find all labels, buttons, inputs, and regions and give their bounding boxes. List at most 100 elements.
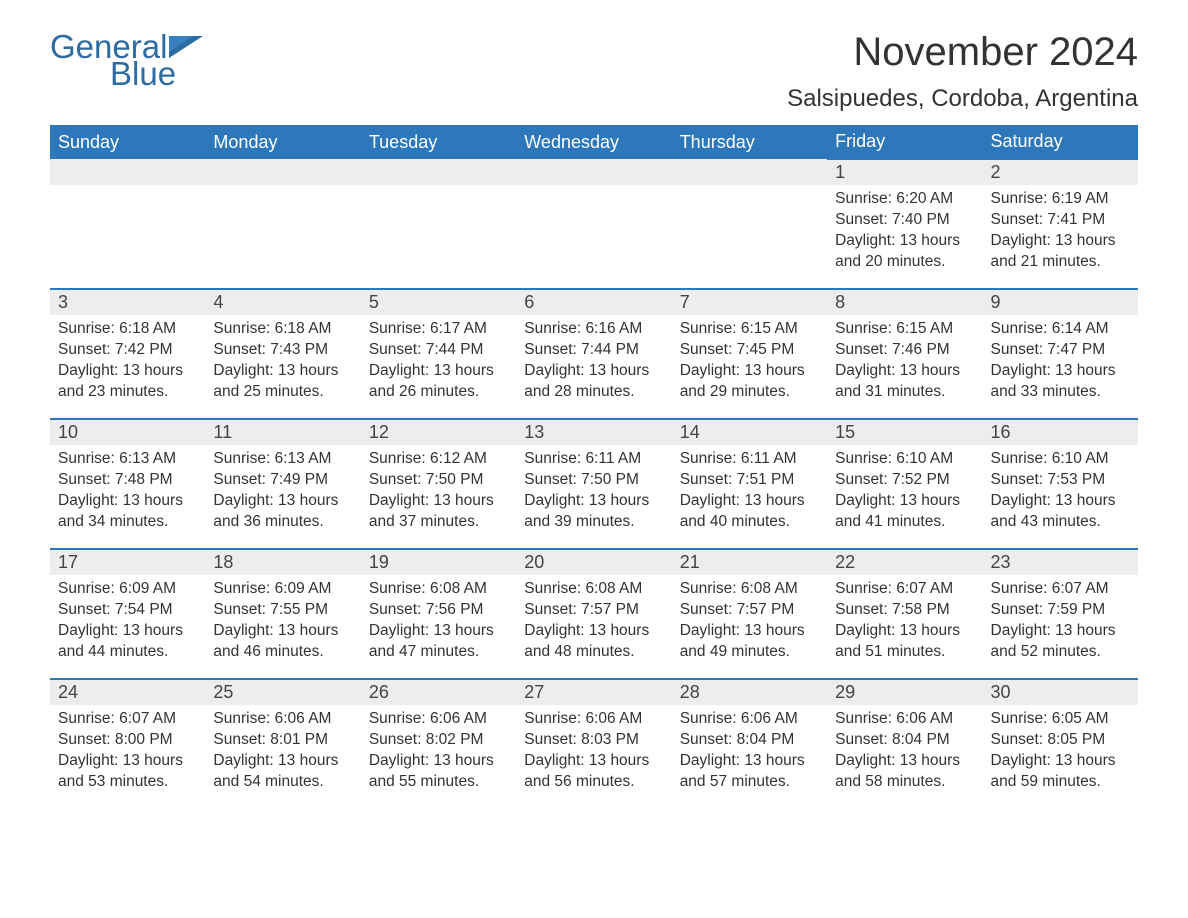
sunrise-value: 6:13 AM xyxy=(119,450,176,467)
weekday-header: Sunday xyxy=(50,125,205,159)
sunset-value: 7:55 PM xyxy=(270,601,328,618)
day-details: Sunrise: 6:14 AMSunset: 7:47 PMDaylight:… xyxy=(983,315,1138,407)
calendar-day-cell: 11Sunrise: 6:13 AMSunset: 7:49 PMDayligh… xyxy=(205,419,360,549)
sunset-label: Sunset: xyxy=(213,731,270,748)
day-details: Sunrise: 6:06 AMSunset: 8:04 PMDaylight:… xyxy=(672,705,827,797)
sunrise-value: 6:09 AM xyxy=(275,580,332,597)
day-details: Sunrise: 6:09 AMSunset: 7:54 PMDaylight:… xyxy=(50,575,205,667)
daylight-line: Daylight: 13 hours and 29 minutes. xyxy=(680,361,819,403)
empty-daynum-strip xyxy=(205,159,360,185)
sunset-value: 7:56 PM xyxy=(426,601,484,618)
daylight-label: Daylight: xyxy=(58,752,123,769)
daylight-line: Daylight: 13 hours and 23 minutes. xyxy=(58,361,197,403)
sunset-value: 7:59 PM xyxy=(1047,601,1105,618)
sunrise-line: Sunrise: 6:06 AM xyxy=(680,709,819,730)
calendar-week-row: 24Sunrise: 6:07 AMSunset: 8:00 PMDayligh… xyxy=(50,679,1138,809)
sunrise-line: Sunrise: 6:06 AM xyxy=(369,709,508,730)
sunset-value: 7:44 PM xyxy=(581,341,639,358)
day-number: 18 xyxy=(205,550,360,575)
sunrise-label: Sunrise: xyxy=(58,450,119,467)
sunset-line: Sunset: 7:54 PM xyxy=(58,600,197,621)
sunrise-label: Sunrise: xyxy=(991,710,1052,727)
sunset-label: Sunset: xyxy=(524,731,581,748)
weekday-header: Tuesday xyxy=(361,125,516,159)
daylight-line: Daylight: 13 hours and 56 minutes. xyxy=(524,751,663,793)
calendar-day-cell: 24Sunrise: 6:07 AMSunset: 8:00 PMDayligh… xyxy=(50,679,205,809)
day-details: Sunrise: 6:11 AMSunset: 7:50 PMDaylight:… xyxy=(516,445,671,537)
sunrise-label: Sunrise: xyxy=(991,580,1052,597)
day-details: Sunrise: 6:05 AMSunset: 8:05 PMDaylight:… xyxy=(983,705,1138,797)
calendar-grid: SundayMondayTuesdayWednesdayThursdayFrid… xyxy=(50,125,1138,809)
daylight-line: Daylight: 13 hours and 44 minutes. xyxy=(58,621,197,663)
day-number: 25 xyxy=(205,680,360,705)
sunrise-value: 6:18 AM xyxy=(275,320,332,337)
calendar-day-cell: 2Sunrise: 6:19 AMSunset: 7:41 PMDaylight… xyxy=(983,159,1138,289)
sunrise-value: 6:07 AM xyxy=(1052,580,1109,597)
daylight-line: Daylight: 13 hours and 49 minutes. xyxy=(680,621,819,663)
day-details: Sunrise: 6:08 AMSunset: 7:57 PMDaylight:… xyxy=(516,575,671,667)
empty-daynum-strip xyxy=(361,159,516,185)
sunset-value: 7:50 PM xyxy=(426,471,484,488)
sunset-value: 8:00 PM xyxy=(115,731,173,748)
sunset-value: 8:04 PM xyxy=(892,731,950,748)
sunset-label: Sunset: xyxy=(58,471,115,488)
sunset-line: Sunset: 7:55 PM xyxy=(213,600,352,621)
sunset-line: Sunset: 7:44 PM xyxy=(524,340,663,361)
daylight-label: Daylight: xyxy=(991,622,1056,639)
sunset-value: 7:48 PM xyxy=(115,471,173,488)
calendar-day-cell: 15Sunrise: 6:10 AMSunset: 7:52 PMDayligh… xyxy=(827,419,982,549)
sunrise-value: 6:11 AM xyxy=(585,450,641,467)
sunrise-value: 6:17 AM xyxy=(430,320,487,337)
daylight-line: Daylight: 13 hours and 26 minutes. xyxy=(369,361,508,403)
sunset-line: Sunset: 8:02 PM xyxy=(369,730,508,751)
sunset-label: Sunset: xyxy=(524,341,581,358)
sunset-line: Sunset: 7:42 PM xyxy=(58,340,197,361)
sunset-label: Sunset: xyxy=(524,471,581,488)
calendar-day-cell: 29Sunrise: 6:06 AMSunset: 8:04 PMDayligh… xyxy=(827,679,982,809)
day-number: 5 xyxy=(361,290,516,315)
daylight-label: Daylight: xyxy=(58,622,123,639)
sunrise-value: 6:18 AM xyxy=(119,320,176,337)
sunrise-label: Sunrise: xyxy=(991,320,1052,337)
day-details: Sunrise: 6:08 AMSunset: 7:56 PMDaylight:… xyxy=(361,575,516,667)
sunset-label: Sunset: xyxy=(58,731,115,748)
day-number: 15 xyxy=(827,420,982,445)
daylight-line: Daylight: 13 hours and 53 minutes. xyxy=(58,751,197,793)
day-details: Sunrise: 6:19 AMSunset: 7:41 PMDaylight:… xyxy=(983,185,1138,277)
sunset-line: Sunset: 8:01 PM xyxy=(213,730,352,751)
weekday-header: Monday xyxy=(205,125,360,159)
calendar-week-row: 17Sunrise: 6:09 AMSunset: 7:54 PMDayligh… xyxy=(50,549,1138,679)
sunrise-line: Sunrise: 6:11 AM xyxy=(524,449,663,470)
empty-daynum-strip xyxy=(516,159,671,185)
day-number: 13 xyxy=(516,420,671,445)
sunrise-line: Sunrise: 6:08 AM xyxy=(369,579,508,600)
sunset-label: Sunset: xyxy=(213,471,270,488)
calendar-day-cell: 28Sunrise: 6:06 AMSunset: 8:04 PMDayligh… xyxy=(672,679,827,809)
day-number: 4 xyxy=(205,290,360,315)
sunrise-value: 6:08 AM xyxy=(430,580,487,597)
sunset-label: Sunset: xyxy=(524,601,581,618)
sunrise-line: Sunrise: 6:08 AM xyxy=(524,579,663,600)
calendar-day-cell: 22Sunrise: 6:07 AMSunset: 7:58 PMDayligh… xyxy=(827,549,982,679)
sunrise-label: Sunrise: xyxy=(58,320,119,337)
sunrise-label: Sunrise: xyxy=(680,320,741,337)
sunset-label: Sunset: xyxy=(680,341,737,358)
weekday-header: Friday xyxy=(827,125,982,159)
daylight-line: Daylight: 13 hours and 20 minutes. xyxy=(835,231,974,273)
sunset-line: Sunset: 7:49 PM xyxy=(213,470,352,491)
sunrise-label: Sunrise: xyxy=(680,450,741,467)
weekday-header: Thursday xyxy=(672,125,827,159)
day-number: 19 xyxy=(361,550,516,575)
sunrise-value: 6:12 AM xyxy=(430,450,487,467)
sunset-value: 7:44 PM xyxy=(426,341,484,358)
sunset-line: Sunset: 8:04 PM xyxy=(835,730,974,751)
calendar-empty-cell xyxy=(50,159,205,289)
calendar-day-cell: 21Sunrise: 6:08 AMSunset: 7:57 PMDayligh… xyxy=(672,549,827,679)
day-number: 27 xyxy=(516,680,671,705)
location-subtitle: Salsipuedes, Cordoba, Argentina xyxy=(787,85,1138,113)
sunset-value: 7:51 PM xyxy=(737,471,795,488)
calendar-day-cell: 18Sunrise: 6:09 AMSunset: 7:55 PMDayligh… xyxy=(205,549,360,679)
day-number: 30 xyxy=(983,680,1138,705)
sunrise-value: 6:06 AM xyxy=(896,710,953,727)
calendar-empty-cell xyxy=(516,159,671,289)
